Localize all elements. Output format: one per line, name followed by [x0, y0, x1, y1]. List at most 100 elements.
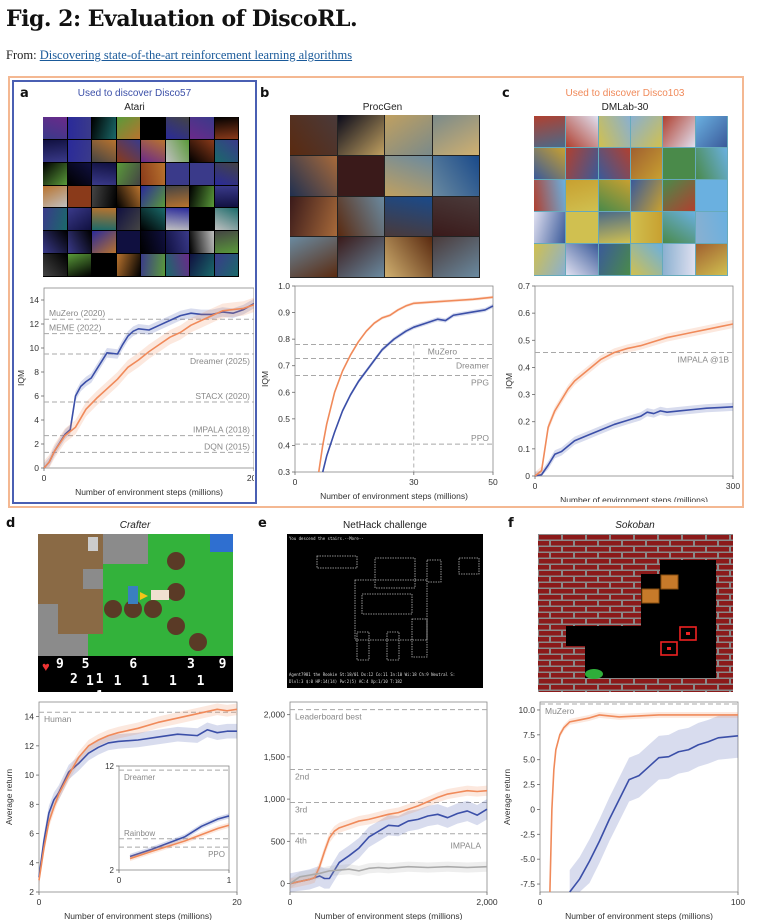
x-tick-label: 0 — [37, 897, 42, 907]
y-tick-label: 6 — [34, 391, 39, 401]
confidence-band — [290, 861, 487, 889]
mosaic-tile — [67, 254, 91, 276]
y-tick-label: 0 — [280, 879, 285, 889]
series-line-disco57 — [534, 405, 734, 477]
baseline-label: 3rd — [295, 804, 308, 814]
y-tick-label: 0.5 — [518, 335, 530, 345]
y-tick-label: 12 — [30, 319, 40, 329]
crafter-iron: 1 — [95, 672, 105, 687]
mosaic-tile — [534, 180, 566, 211]
baseline-label: MuZero — [428, 346, 458, 356]
y-tick-label: 4 — [34, 415, 39, 425]
disco103-label: Used to discover Disco103 — [565, 88, 685, 99]
crafter-tool: 1 — [96, 689, 105, 692]
confidence-band — [44, 297, 254, 468]
y-tick-label: 0 — [530, 804, 535, 814]
mosaic-tile — [43, 117, 67, 139]
x-tick-label: 0 — [42, 473, 47, 483]
baseline-label: 4th — [295, 836, 307, 846]
mosaic-tile — [534, 244, 566, 275]
mosaic-tile — [534, 116, 566, 147]
confidence-band — [290, 799, 487, 892]
mosaic-tile — [214, 208, 238, 231]
y-tick-label: 0.8 — [278, 334, 290, 344]
mosaic-tile — [190, 139, 214, 162]
mosaic-tile — [92, 139, 116, 162]
y-tick-label: 0.6 — [518, 308, 530, 318]
mosaic-tile — [165, 231, 189, 254]
mosaic-tile — [385, 115, 432, 155]
mosaic-tile — [214, 231, 238, 254]
source-link[interactable]: Discovering state-of-the-art reinforceme… — [39, 48, 353, 62]
mosaic-tile — [67, 139, 91, 162]
y-tick-label: 8 — [34, 367, 39, 377]
mosaic-tile — [141, 185, 165, 208]
x-tick-label: 0 — [293, 477, 298, 487]
mosaic-tile — [385, 237, 432, 277]
mosaic-tile — [290, 196, 337, 237]
series-line-disco103 — [289, 789, 488, 885]
panel-b-letter: b — [260, 86, 270, 101]
plot-area — [294, 285, 494, 473]
sokoban-game-screen — [538, 534, 733, 692]
mosaic-tile — [92, 185, 116, 208]
nethack-status-line-1: Agent7981 the Rookie St:18/01 Dx:12 Co:1… — [289, 672, 456, 677]
y-axis-label: IQM — [260, 371, 270, 387]
mosaic-tile — [43, 231, 67, 254]
mosaic-tile — [116, 185, 140, 208]
mosaic-tile — [337, 196, 384, 237]
x-tick-label: 20 — [232, 897, 242, 907]
y-tick-label: 2 — [110, 866, 115, 875]
mosaic-tile — [337, 237, 384, 277]
y-tick-label: 2.5 — [523, 780, 535, 790]
baseline-label: IMPALA (2018) — [193, 425, 250, 435]
x-axis-label: Number of environment steps (millions) — [315, 911, 463, 920]
mosaic-tile — [141, 162, 165, 185]
mosaic-tile — [92, 254, 116, 276]
chart-sokoban-return: MuZero -7.5 -5.0 -2.5 0 2.5 5.0 7.5 10.0 0 100 Numb… — [502, 701, 745, 920]
svg-text:♥: ♥ — [42, 659, 50, 674]
baseline-label: Dreamer (2025) — [190, 356, 250, 366]
crafter-wood: 3 — [186, 657, 196, 672]
mosaic-tile — [165, 208, 189, 231]
y-tick-label: 1.0 — [278, 282, 290, 291]
y-tick-label: -5.0 — [520, 854, 535, 864]
mosaic-tile — [67, 208, 91, 231]
y-axis-label: Average return — [502, 769, 512, 825]
baseline-label: Dreamer — [124, 773, 155, 782]
x-tick-label: 2,000 — [476, 897, 498, 907]
confidence-band — [535, 319, 733, 476]
y-tick-label: 500 — [271, 836, 285, 846]
y-axis-label: IQM — [504, 373, 514, 389]
y-tick-label: 12 — [105, 762, 114, 771]
baseline-label: Human — [44, 714, 72, 724]
confidence-band — [39, 722, 237, 885]
mosaic-tile — [165, 139, 189, 162]
mosaic-tile — [663, 212, 695, 243]
mosaic-tile — [92, 231, 116, 254]
mosaic-tile — [631, 148, 663, 179]
y-tick-label: 0 — [34, 463, 39, 473]
crafter-tool: 1 — [113, 674, 123, 689]
y-tick-label: 6 — [29, 829, 34, 839]
series-line-impala — [289, 865, 488, 885]
procgen-games-mosaic — [290, 115, 480, 278]
baseline-label: MEME (2022) — [49, 323, 102, 333]
panel-a-env-title: Atari — [124, 102, 145, 113]
inset-chart: Dreamer Rainbow PPO 2 12 0 1 — [105, 762, 232, 885]
mosaic-tile — [43, 208, 67, 231]
mosaic-tile — [432, 237, 479, 277]
mosaic-tile — [566, 212, 598, 243]
crafter-coal: 2 — [70, 672, 79, 687]
mosaic-tile — [165, 254, 189, 276]
mosaic-tile — [566, 244, 598, 275]
crafter-tool: 1 — [196, 674, 206, 689]
mosaic-tile — [67, 162, 91, 185]
crafter-scene: ♥ — [38, 534, 233, 692]
mosaic-tile — [190, 208, 214, 231]
y-tick-label: 0.2 — [518, 417, 530, 427]
mosaic-tile — [598, 180, 630, 211]
mosaic-tile — [190, 117, 214, 139]
x-axis-label: Number of environment steps (millions) — [75, 487, 223, 497]
mosaic-tile — [432, 196, 479, 237]
